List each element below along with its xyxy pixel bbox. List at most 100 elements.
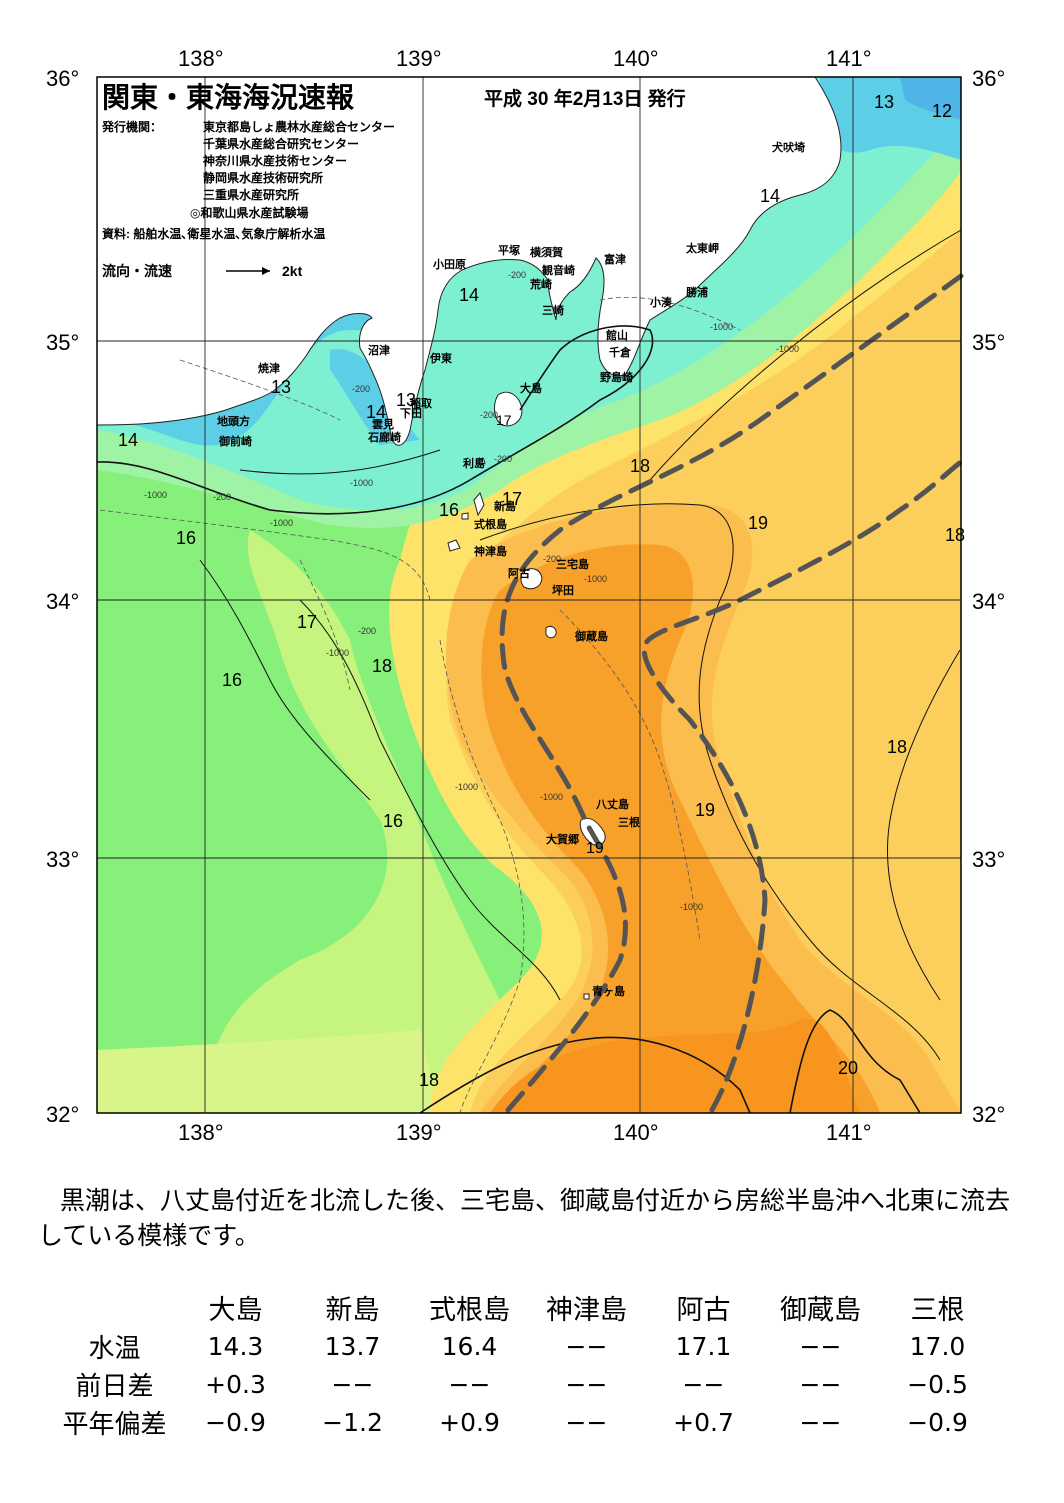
lon-label-top: 140° [613,46,659,71]
temp-label: 13 [271,377,291,397]
land-masses [96,76,842,1000]
place-label: 千倉 [609,345,632,359]
depth-label: -1000 [270,518,293,528]
lon-label-bottom: 138° [178,1120,224,1140]
lon-label-bottom: 139° [396,1120,442,1140]
lat-label-right: 32° [972,1102,1005,1127]
depth-labels: -200 -200 -200 -200 -200 -200 -200 -1000… [144,270,799,912]
isotherm-lines [96,229,962,1114]
toshima-island [478,457,486,466]
issue-date: 平成 30 年2月13日 発行 [484,87,686,110]
place-label: 富津 [604,252,626,266]
temp-label: 18 [372,656,392,676]
place-label: 阿古 [508,566,530,580]
table-row: 前日差 +0.3 −− −− −− −− −− −0.5 [52,1365,996,1403]
place-label: 太東岬 [685,241,719,255]
table-header-row: 大島 新島 式根島 神津島 阿古 御蔵島 三根 [52,1288,996,1327]
place-label: 御前崎 [218,434,252,448]
table-cell: −− [565,1407,608,1437]
place-label: 三宅島 [556,557,589,571]
depth-label: -200 [352,384,370,394]
issuer-6: ◎和歌山県水産試験場 [190,205,308,220]
temp-label: 14 [459,285,479,305]
temp-label: 16 [439,500,459,520]
depth-label: -1000 [326,648,349,658]
temp-label: 16 [222,670,242,690]
temp-label: 16 [176,528,196,548]
table-cell: 17.0 [909,1331,966,1361]
depth-label: -200 [494,454,512,464]
sst-band-20 [481,544,880,1113]
map-header: 関東・東海海況速報 平成 30 年2月13日 発行 発行機関： 東京都島しょ農林… [101,82,686,279]
table-cell: 14.3 [207,1331,264,1361]
place-label: 観音崎 [542,263,575,277]
temp-label: 16 [383,811,403,831]
depth-label: -1000 [680,902,703,912]
sea-temperature-table: 大島 新島 式根島 神津島 阿古 御蔵島 三根 水温 14.3 13.7 16.… [52,1288,996,1441]
column-header: 式根島 [429,1295,510,1326]
lat-label-left: 34° [46,589,79,614]
depth-label: -200 [213,492,231,502]
temp-label: 17 [502,489,522,509]
temp-label: 18 [945,525,965,545]
lat-label-left: 35° [46,330,79,355]
miyakejima-island [520,568,543,590]
temp-label: 18 [630,456,650,476]
sst-band-20-core [490,1018,860,1113]
aogashima-island [583,993,590,1000]
place-label: 坪田 [552,584,574,597]
lat-label-left: 36° [46,66,79,91]
place-label: 地頭方 [217,414,250,428]
temperature-labels: 12 13 13 13 14 14 14 14 16 16 16 16 17 1… [118,92,965,1090]
shikinejima-island [461,512,469,520]
temp-label: 17 [496,412,512,428]
place-names: 犬吠埼 太東岬 勝浦 小湊 富津 横須賀 観音崎 平塚 荒崎 三崎 館山 千倉 … [217,140,805,998]
lon-label-bottom: 140° [613,1120,659,1140]
place-label: 新島 [494,499,516,513]
place-label: 平塚 [498,243,520,257]
place-label: 下田 [400,407,422,420]
oshima-island [494,391,523,427]
depth-label: -1000 [776,344,799,354]
table-cell: 13.7 [324,1331,381,1361]
sst-band-17-south [97,1030,440,1113]
depth-label: -1000 [710,322,733,332]
table-cell: −− [799,1369,842,1399]
temp-label: 14 [366,402,386,422]
table-cell: −− [799,1331,842,1361]
table-cell: −− [448,1369,491,1399]
place-label: 稲取 [410,396,432,410]
lon-label-top: 141° [826,46,872,71]
table-row: 平年偏差 −0.9 −1.2 +0.9 −− +0.7 −− −0.9 [52,1403,996,1441]
depth-lines [99,297,741,1114]
lon-label-bottom: 141° [826,1120,872,1140]
lat-label-right: 35° [972,330,1005,355]
column-header: 大島 [208,1295,263,1326]
depth-label: -1000 [540,792,563,802]
kuroshio-description: 黒潮は、八丈島付近を北流した後、三宅島、御蔵島付近から房総半島沖へ北東に流去して… [38,1183,1028,1253]
place-label: 大島 [520,381,542,395]
lat-label-left: 32° [46,1102,79,1127]
table-row: 水温 14.3 13.7 16.4 −− 17.1 −− 17.0 [52,1327,996,1365]
arrow-head-icon [262,267,270,275]
sea-temperature-map: 関東・東海海況速報 平成 30 年2月13日 発行 発行機関： 東京都島しょ農林… [46,46,1005,1145]
map-title: 関東・東海海況速報 [102,82,355,113]
issuer-1: 東京都島しょ農林水産総合センター [203,119,395,134]
temp-label: 13 [874,92,894,112]
place-label: 小田原 [432,257,466,271]
temp-label: 17 [297,612,317,632]
place-label: 横須賀 [530,245,563,259]
honshu-land [96,76,842,446]
place-label: 小湊 [649,295,672,309]
depth-label: -1000 [584,574,607,584]
place-label: 焼津 [258,361,280,375]
table-cell: +0.7 [673,1407,734,1437]
mikurajima-island [545,625,557,639]
depth-label: -1000 [144,490,167,500]
place-label: 犬吠埼 [772,140,805,154]
description-text: 黒潮は、八丈島付近を北流した後、三宅島、御蔵島付近から房総半島沖へ北東に流去して… [38,1186,1011,1250]
row-label: 前日差 [75,1371,154,1402]
kozushima-island [447,539,461,552]
depth-label: -1000 [455,782,478,792]
table-corner [52,1288,177,1327]
